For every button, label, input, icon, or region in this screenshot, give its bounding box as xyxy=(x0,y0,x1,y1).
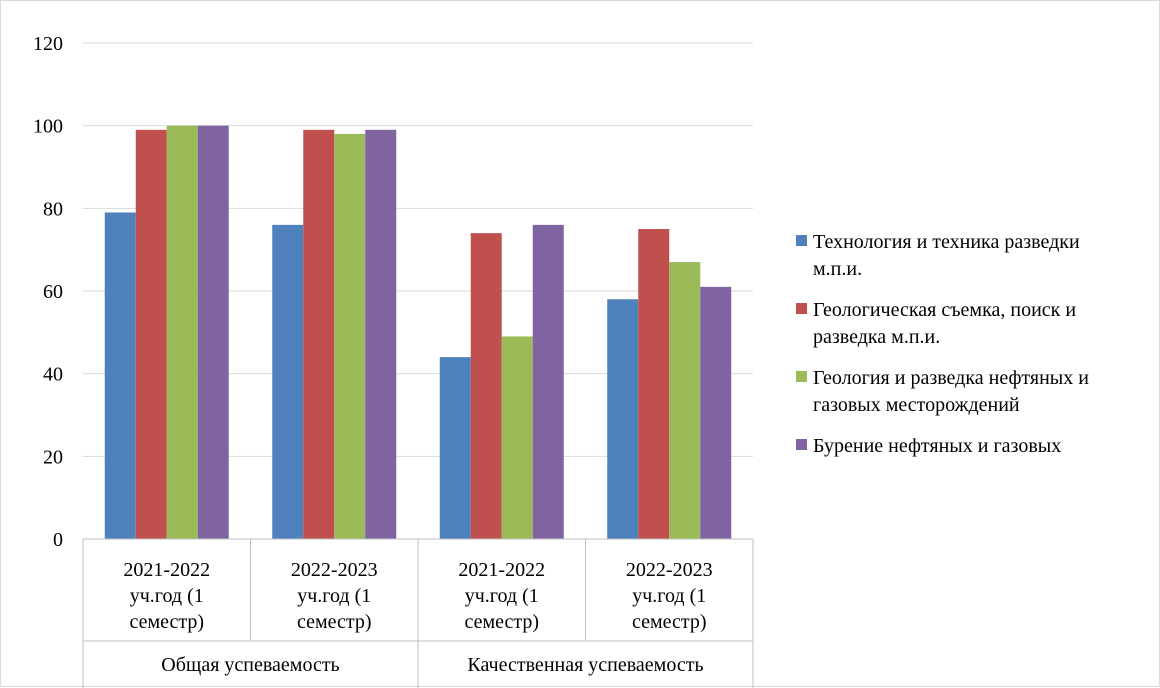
y-tick-label: 120 xyxy=(33,33,63,55)
x-tick-label: 2021-2022 xyxy=(458,559,545,581)
bar xyxy=(272,224,304,539)
y-tick-label: 100 xyxy=(33,116,63,138)
bar xyxy=(470,233,502,539)
x-axis: 2021-2022 уч.год (1 семестр) 2022-2023 уч.го… xyxy=(82,538,754,688)
legend-swatch xyxy=(796,371,807,382)
bar xyxy=(700,286,732,539)
bar xyxy=(638,229,670,539)
legend-label: Геологическая съемка, поиск и xyxy=(813,299,1076,321)
legend-swatch xyxy=(796,439,807,450)
legend: Технология и техника разведки м.п.и. Геоло… xyxy=(796,231,1089,457)
y-tick-label: 0 xyxy=(53,529,63,551)
legend-swatch xyxy=(796,235,807,246)
x-tick-label: уч.год (1 xyxy=(465,585,539,607)
x-tick-label: семестр) xyxy=(297,611,372,633)
bar xyxy=(166,125,198,540)
y-tick-label: 20 xyxy=(43,446,63,468)
legend-swatch xyxy=(796,303,807,314)
bar xyxy=(532,224,564,539)
x-tick-label: уч.год (1 xyxy=(297,585,371,607)
x-tick-label: 2021-2022 xyxy=(123,559,210,581)
legend-label: Технология и техника разведки xyxy=(813,231,1080,253)
bars xyxy=(104,125,732,540)
legend-label: Бурение нефтяных и газовых xyxy=(813,435,1061,457)
y-tick-label: 40 xyxy=(43,364,63,386)
x-group-label: Качественная успеваемость xyxy=(467,654,703,676)
x-tick-label: уч.год (1 xyxy=(632,585,706,607)
legend-label: Геология и разведка нефтяных и xyxy=(813,367,1089,389)
bar xyxy=(334,133,366,539)
x-tick-label: семестр) xyxy=(464,611,539,633)
x-group-label: Общая успеваемость xyxy=(161,654,339,676)
bar xyxy=(135,129,167,540)
bar xyxy=(439,357,471,539)
x-tick-label: семестр) xyxy=(129,611,204,633)
bar xyxy=(303,129,335,540)
bar xyxy=(501,336,533,539)
y-tick-label: 80 xyxy=(43,198,63,220)
x-tick-label: семестр) xyxy=(632,611,707,633)
x-tick-label: 2022-2023 xyxy=(626,559,713,581)
bar xyxy=(365,129,397,540)
bar xyxy=(607,299,639,539)
legend-label: м.п.и. xyxy=(813,258,862,280)
x-tick-label: уч.год (1 xyxy=(130,585,204,607)
bar xyxy=(669,262,701,539)
y-tick-label: 60 xyxy=(43,281,63,303)
x-tick-label: 2022-2023 xyxy=(291,559,378,581)
y-axis: 0 20 40 60 80 100 120 xyxy=(33,33,63,551)
bar xyxy=(197,125,229,540)
bar xyxy=(104,212,136,539)
legend-label: газовых месторождений xyxy=(813,394,1020,416)
legend-label: разведка м.п.и. xyxy=(813,326,940,348)
